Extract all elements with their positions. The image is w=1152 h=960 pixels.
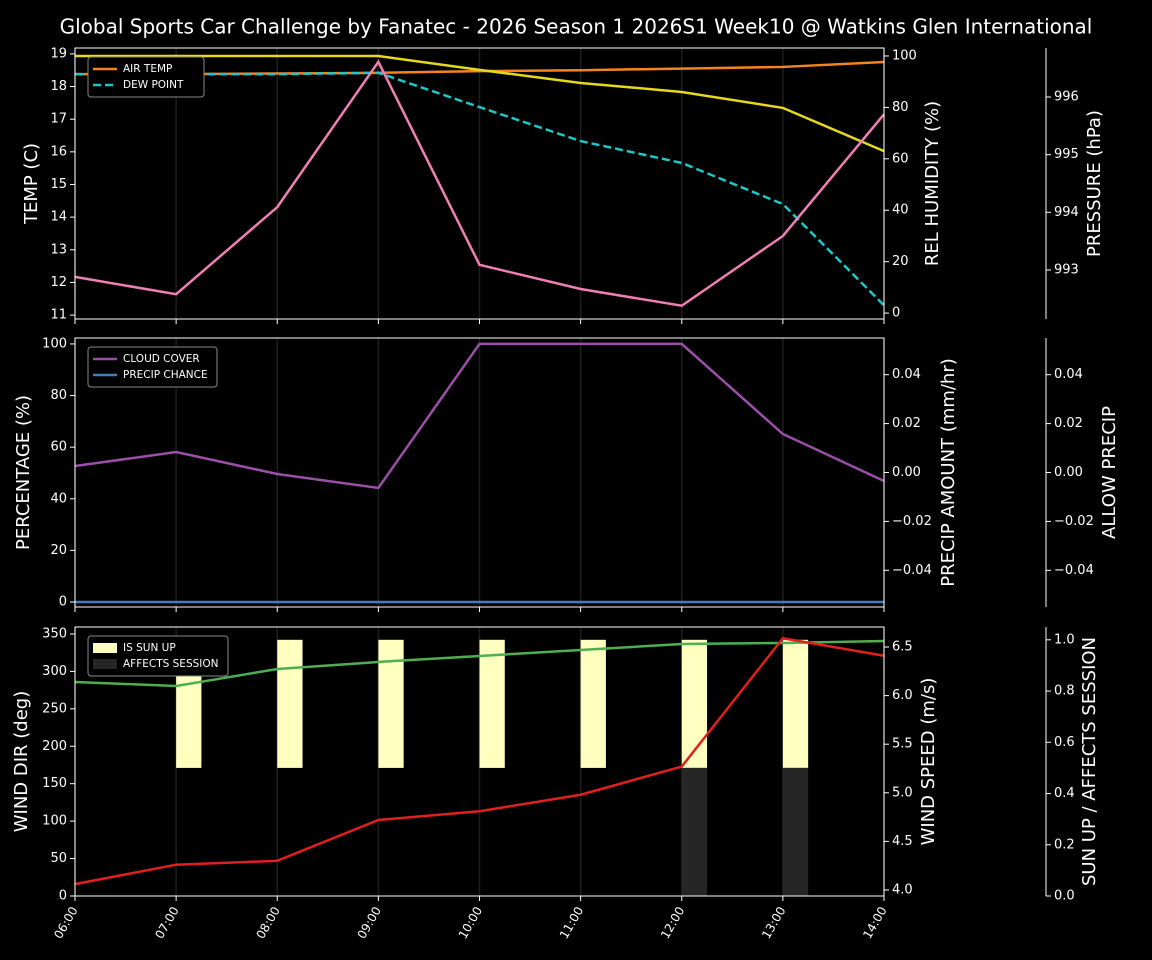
series-line bbox=[74, 636, 885, 886]
y3-tick-label: 994 bbox=[1054, 205, 1079, 220]
bar bbox=[782, 767, 809, 896]
y2-tick-label: 0.04 bbox=[892, 367, 921, 382]
series-line bbox=[75, 54, 885, 153]
y2-tick-label: 5.0 bbox=[892, 785, 913, 800]
bar bbox=[479, 639, 505, 768]
y3-axis-label: PRESSURE (hPa) bbox=[1084, 110, 1105, 257]
y2-tick-label: −0.02 bbox=[892, 514, 932, 529]
y-axis-label: WIND DIR (deg) bbox=[11, 691, 32, 833]
bar bbox=[681, 767, 708, 896]
y2-tick-label: 4.0 bbox=[892, 882, 913, 897]
y3-axis-label: ALLOW PRECIP bbox=[1099, 406, 1120, 539]
y-tick-label: 100 bbox=[42, 814, 67, 829]
bar bbox=[580, 639, 606, 768]
y-tick-label: 12 bbox=[50, 275, 67, 290]
y2-tick-label: 4.5 bbox=[892, 834, 913, 849]
y-tick-label: 150 bbox=[42, 776, 67, 791]
y2-tick-label: 100 bbox=[892, 48, 917, 63]
legend-box bbox=[87, 346, 218, 388]
y3-axis-label: SUN UP / AFFECTS SESSION bbox=[1079, 637, 1100, 886]
y2-axis-label: PRECIP AMOUNT (mm/hr) bbox=[938, 358, 959, 587]
legend-label: AFFECTS SESSION bbox=[123, 658, 219, 670]
legend-label: CLOUD COVER bbox=[123, 353, 200, 365]
legend-box bbox=[87, 56, 205, 98]
y2-tick-label: 0 bbox=[892, 306, 900, 321]
y3-tick-label: −0.04 bbox=[1054, 563, 1094, 578]
y2-tick-label: 60 bbox=[892, 151, 909, 166]
y-tick-label: 80 bbox=[50, 388, 67, 403]
y2-tick-label: 6.5 bbox=[892, 640, 913, 655]
y2-tick-label: 5.5 bbox=[892, 737, 913, 752]
legend-box bbox=[87, 635, 229, 677]
legend-label: DEW POINT bbox=[123, 79, 184, 91]
y3-tick-label: 0.04 bbox=[1054, 367, 1083, 382]
y-tick-label: 15 bbox=[50, 177, 67, 192]
y2-tick-label: 20 bbox=[892, 254, 909, 269]
y-tick-label: 20 bbox=[50, 543, 67, 558]
y3-tick-label: 0.8 bbox=[1054, 684, 1075, 699]
y2-tick-label: 6.0 bbox=[892, 688, 913, 703]
y3-tick-label: 0.6 bbox=[1054, 735, 1075, 750]
y3-tick-label: 0.00 bbox=[1054, 465, 1083, 480]
y-tick-label: 0 bbox=[59, 889, 67, 904]
bar bbox=[277, 639, 303, 768]
y3-tick-label: 996 bbox=[1054, 90, 1079, 105]
y3-tick-label: 1.0 bbox=[1054, 632, 1075, 647]
y2-tick-label: −0.04 bbox=[892, 563, 932, 578]
y-tick-label: 16 bbox=[50, 144, 67, 159]
bar bbox=[681, 639, 708, 768]
y-tick-label: 0 bbox=[59, 594, 67, 609]
y3-tick-label: 0.4 bbox=[1054, 786, 1075, 801]
y-axis-label: TEMP (C) bbox=[21, 143, 42, 225]
y-tick-label: 40 bbox=[50, 491, 67, 506]
y3-tick-label: 995 bbox=[1054, 147, 1079, 162]
series-line bbox=[74, 639, 885, 688]
plot-frame bbox=[74, 47, 885, 320]
y-tick-label: 200 bbox=[42, 739, 67, 754]
y2-tick-label: 0.02 bbox=[892, 416, 921, 431]
y-tick-label: 14 bbox=[50, 210, 67, 225]
y-tick-label: 60 bbox=[50, 440, 67, 455]
y3-tick-label: 0.0 bbox=[1054, 889, 1075, 904]
bar bbox=[378, 639, 404, 768]
y-tick-label: 50 bbox=[50, 851, 67, 866]
legend-swatch bbox=[93, 643, 117, 653]
y2-axis-label: REL HUMIDITY (%) bbox=[922, 101, 943, 266]
y2-tick-label: 80 bbox=[892, 100, 909, 115]
series-line bbox=[75, 71, 885, 307]
y-tick-label: 250 bbox=[42, 701, 67, 716]
plot-frame bbox=[74, 626, 885, 897]
y3-tick-label: 993 bbox=[1054, 262, 1079, 277]
y2-tick-label: 0.00 bbox=[892, 465, 921, 480]
y-axis-label: PERCENTAGE (%) bbox=[13, 395, 34, 550]
y-tick-label: 19 bbox=[50, 46, 67, 61]
y3-tick-label: −0.02 bbox=[1054, 514, 1094, 529]
y-tick-label: 11 bbox=[50, 308, 67, 323]
chart-title: Global Sports Car Challenge by Fanatec -… bbox=[60, 15, 1093, 39]
bar bbox=[782, 639, 809, 768]
y2-axis-label: WIND SPEED (m/s) bbox=[918, 678, 939, 846]
y-tick-label: 300 bbox=[42, 664, 67, 679]
y-tick-label: 13 bbox=[50, 242, 67, 257]
legend-swatch bbox=[93, 659, 117, 669]
legend-label: IS SUN UP bbox=[123, 642, 176, 654]
y-tick-label: 17 bbox=[50, 112, 67, 127]
y2-tick-label: 40 bbox=[892, 203, 909, 218]
y-tick-label: 18 bbox=[50, 79, 67, 94]
y-tick-label: 100 bbox=[42, 336, 67, 351]
series-line bbox=[74, 342, 885, 490]
y3-tick-label: 0.02 bbox=[1054, 416, 1083, 431]
y-tick-label: 350 bbox=[42, 626, 67, 641]
legend-label: AIR TEMP bbox=[123, 63, 172, 75]
series-line bbox=[74, 59, 885, 308]
plot-frame bbox=[74, 337, 885, 608]
legend-label: PRECIP CHANCE bbox=[123, 369, 208, 381]
y3-tick-label: 0.2 bbox=[1054, 837, 1075, 852]
